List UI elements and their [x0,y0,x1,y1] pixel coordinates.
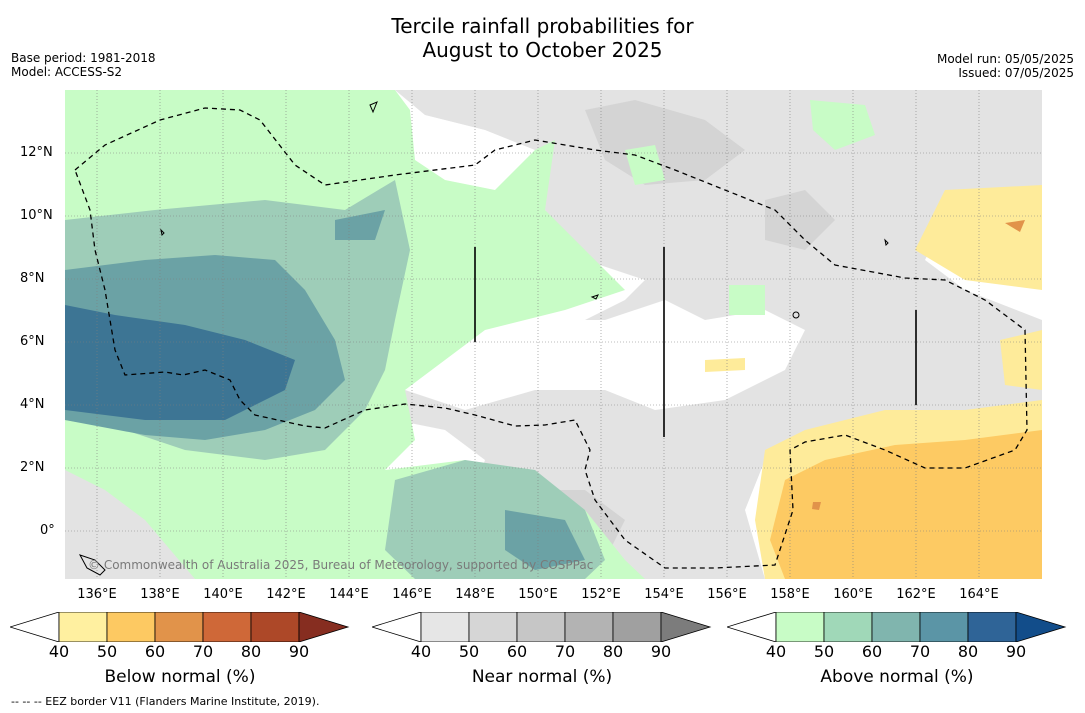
cb-swatch [468,612,518,642]
colorbar-near-bar [372,612,712,642]
cb-swatch [660,612,712,642]
lon-label: 156°E [707,587,747,602]
issued-date: Issued: 07/05/2025 [958,66,1074,80]
cb-swatch [420,612,470,642]
cb-tick: 70 [909,642,931,661]
lon-label: 144°E [329,587,369,602]
base-period: Base period: 1981-2018 [11,51,156,65]
lon-label: 152°E [581,587,621,602]
lat-label: 4°N [20,397,45,412]
lat-label: 0° [40,523,55,538]
cb-swatch [919,612,969,642]
title-line-2: August to October 2025 [422,38,663,62]
colorbar-below-bar [10,612,350,642]
cb-tick: 50 [813,642,835,661]
lon-label: 146°E [392,587,432,602]
cb-swatch [298,612,350,642]
cb-tick: 80 [602,642,624,661]
lon-label: 154°E [644,587,684,602]
meta-left: Base period: 1981-2018 Model: ACCESS-S2 [11,51,156,79]
cb-swatch [612,612,662,642]
boundary-segments [474,247,917,437]
cb-title: Below normal (%) [104,667,256,687]
eez-border [74,107,1028,569]
cb-tick: 80 [240,642,262,661]
lon-label: 138°E [140,587,180,602]
lon-label: 158°E [770,587,810,602]
cb-tick: 70 [554,642,576,661]
cb-swatch [154,612,204,642]
cb-tick: 80 [957,642,979,661]
lat-label: 6°N [20,334,45,349]
model-name: Model: ACCESS-S2 [11,65,123,79]
graticule [65,90,1042,579]
copyright-text: © Commonwealth of Australia 2025, Bureau… [88,558,594,572]
lon-label: 148°E [455,587,495,602]
title-line-1: Tercile rainfall probabilities for [391,14,694,38]
cb-tick: 60 [861,642,883,661]
cb-tick: 50 [458,642,480,661]
lat-label: 2°N [20,460,45,475]
cb-swatch [516,612,566,642]
meta-right: Model run: 05/05/2025 Issued: 07/05/2025 [937,52,1074,80]
cb-swatch [1015,612,1067,642]
lon-label: 164°E [959,587,999,602]
cb-swatch [871,612,921,642]
cb-tick: 90 [288,642,310,661]
eez-footnote: -- -- -- EEZ border V11 (Flanders Marine… [11,695,320,708]
cb-tick: 40 [48,642,70,661]
cb-swatch [106,612,156,642]
cb-title: Above normal (%) [820,667,974,687]
chart-title: Tercile rainfall probabilities for Augus… [0,14,1085,62]
cb-swatch [10,612,60,642]
lat-label: 10°N [20,208,53,223]
cb-swatch [250,612,300,642]
above-normal-region [65,90,875,579]
cb-title: Near normal (%) [471,667,613,687]
lon-label: 160°E [833,587,873,602]
cb-tick: 50 [96,642,118,661]
cb-swatch [564,612,614,642]
lon-label: 142°E [266,587,306,602]
lon-label: 136°E [77,587,117,602]
cb-tick: 70 [192,642,214,661]
below-normal-region [705,185,1042,579]
cb-tick: 40 [765,642,787,661]
cb-tick: 90 [1005,642,1027,661]
cb-tick: 60 [144,642,166,661]
probability-map: © Commonwealth of Australia 2025, Bureau… [65,90,1042,579]
lon-label: 150°E [518,587,558,602]
islands [78,101,889,576]
cb-swatch [372,612,422,642]
lat-label: 8°N [20,271,45,286]
cb-swatch [727,612,777,642]
lon-label: 140°E [203,587,243,602]
colorbar-above-bar [727,612,1067,642]
lon-label: 162°E [896,587,936,602]
cb-swatch [202,612,252,642]
cb-swatch [58,612,108,642]
cb-swatch [775,612,825,642]
map-svg [65,90,1042,579]
cb-swatch [823,612,873,642]
model-run: Model run: 05/05/2025 [936,52,1074,66]
cb-tick: 60 [506,642,528,661]
lat-label: 12°N [20,145,53,160]
cb-swatch [967,612,1017,642]
low-signal-band [405,300,805,410]
cb-tick: 90 [650,642,672,661]
cb-tick: 40 [410,642,432,661]
